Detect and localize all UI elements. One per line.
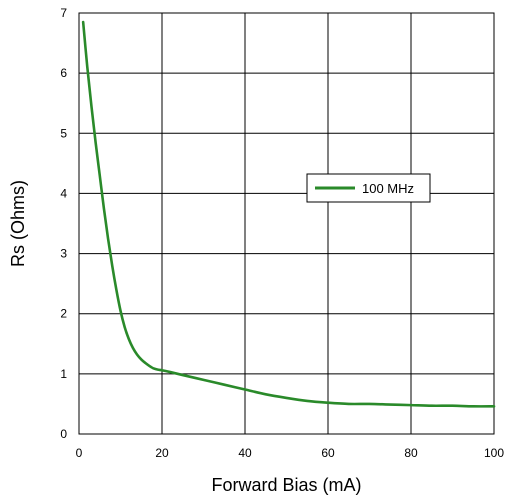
legend-box — [306, 173, 431, 203]
y-tick-label: 0 — [60, 427, 67, 441]
y-tick-label: 5 — [60, 126, 67, 140]
x-axis-title: Forward Bias (mA) — [211, 475, 361, 495]
y-tick-label: 7 — [60, 6, 67, 20]
legend-label-100mhz: 100 MHz — [362, 181, 414, 196]
series-layer — [81, 20, 496, 408]
legend: 100 MHz — [306, 173, 431, 203]
x-tick-label: 20 — [155, 446, 169, 460]
plot-area-frame — [78, 12, 495, 435]
y-tick-label: 6 — [60, 66, 67, 80]
x-tick-label: 60 — [321, 446, 335, 460]
x-tick-label: 0 — [76, 446, 83, 460]
y-tick-label: 1 — [60, 367, 67, 381]
series-line-0 — [81, 20, 496, 408]
x-tick-label: 80 — [404, 446, 418, 460]
x-axis-tick-labels: 0 20 40 60 80 100 — [76, 446, 505, 460]
x-tick-label: 40 — [238, 446, 252, 460]
x-tick-label: 100 — [484, 446, 504, 460]
grid-lines — [79, 13, 494, 434]
y-axis-tick-labels: 0 1 2 3 4 5 6 7 — [60, 6, 67, 441]
y-tick-label: 3 — [60, 247, 67, 261]
y-tick-label: 2 — [60, 307, 67, 321]
y-axis-title: Rs (Ohms) — [8, 180, 28, 267]
y-tick-label: 4 — [60, 186, 67, 200]
